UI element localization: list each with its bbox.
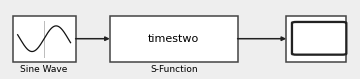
Bar (110, 16, 238, 62)
Bar (286, 16, 346, 62)
Text: S-Function: S-Function (150, 65, 198, 74)
Text: Sine Wave: Sine Wave (21, 65, 68, 74)
Text: timestwo: timestwo (148, 34, 199, 44)
Bar (13, 16, 76, 62)
FancyBboxPatch shape (292, 22, 346, 55)
